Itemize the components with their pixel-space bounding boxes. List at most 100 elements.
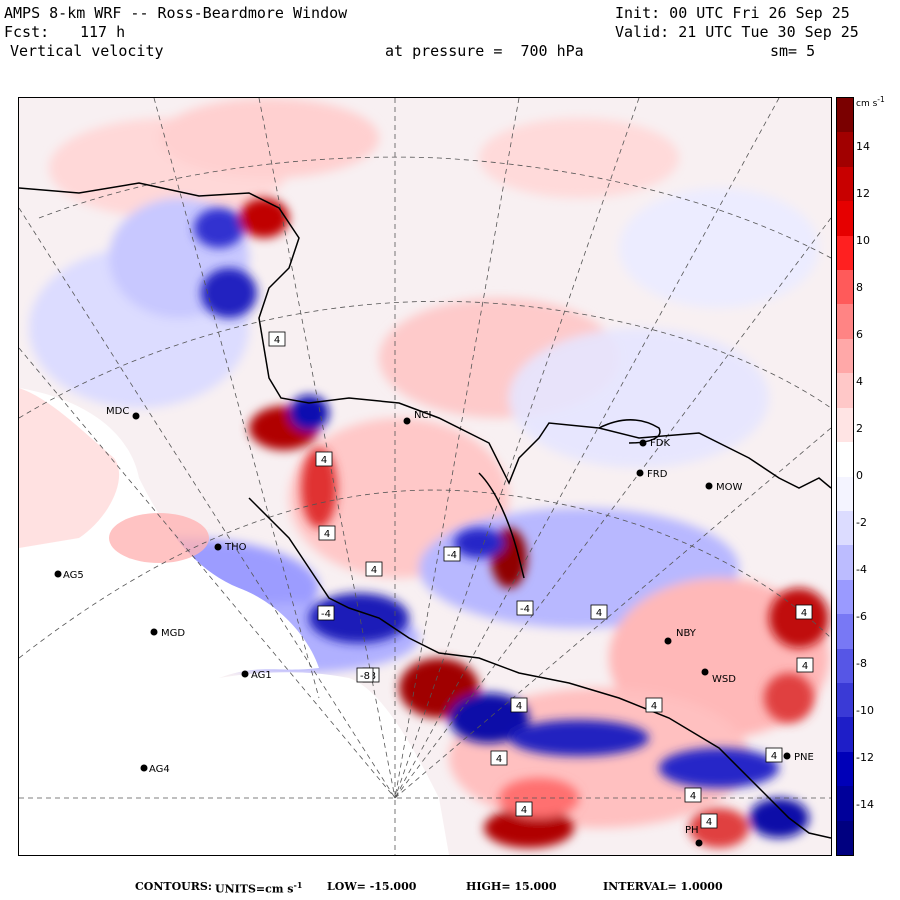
valid-time: Valid: 21 UTC Tue 30 Sep 25 (615, 23, 859, 41)
colorbar-segment (837, 717, 853, 753)
svg-text:4: 4 (771, 751, 777, 762)
field-name: Vertical velocity (10, 42, 164, 60)
contour-label: 4 (795, 604, 813, 620)
svg-text:WSD: WSD (712, 674, 736, 685)
colorbar-tick-label: -6 (856, 610, 867, 623)
svg-text:MOW: MOW (716, 482, 742, 493)
svg-text:MGD: MGD (161, 628, 185, 639)
colorbar-segment (837, 442, 853, 477)
colorbar-tick-label: 8 (856, 281, 863, 294)
station-nby: NBY (664, 628, 697, 645)
svg-text:-4: -4 (520, 604, 530, 615)
station-mdc: MDC (106, 406, 140, 420)
contour-label: 4 (365, 561, 383, 577)
colorbar-tick-label: -8 (856, 657, 867, 670)
svg-text:NBY: NBY (676, 628, 697, 639)
svg-text:4: 4 (802, 661, 808, 672)
colorbar-segment (837, 407, 853, 443)
pressure-level: at pressure = 700 hPa (385, 42, 584, 60)
colorbar-segment (837, 510, 853, 546)
colorbar-segment (837, 235, 853, 271)
contour-label: 4 (684, 787, 702, 803)
contour-label: 4 (490, 750, 508, 766)
contour-label: -4 (516, 600, 534, 616)
contour-label: 4 (645, 697, 663, 713)
colorbar-segment (837, 270, 853, 305)
colorbar (836, 97, 854, 856)
vertical-velocity-map: MDC NCI FDK FRD MOW THO AG5 MGD AG1 AG4 … (18, 97, 832, 856)
station-tho: THO (214, 542, 247, 553)
svg-text:AG1: AG1 (251, 670, 272, 681)
contour-label: 4 (796, 657, 814, 673)
contour-label: 4 (318, 525, 336, 541)
colorbar-segment (837, 579, 853, 615)
svg-text:PH: PH (685, 825, 699, 836)
svg-text:4: 4 (596, 608, 602, 619)
svg-text:4: 4 (521, 805, 527, 816)
svg-text:AG5: AG5 (63, 570, 84, 581)
smoothing-value: sm= 5 (770, 42, 816, 60)
contour-label: 4 (700, 813, 718, 829)
contour-label: 4 (268, 331, 286, 347)
colorbar-segment (837, 304, 853, 340)
svg-text:4: 4 (690, 791, 696, 802)
station-wsd: WSD (701, 668, 736, 685)
svg-text:4: 4 (516, 701, 522, 712)
colorbar-segment (837, 373, 853, 409)
colorbar-segment (837, 786, 853, 822)
colorbar-segment (837, 201, 853, 237)
colorbar-segment (837, 132, 853, 168)
station-ag1: AG1 (241, 670, 272, 681)
station-ag4: AG4 (140, 764, 170, 775)
svg-text:4: 4 (651, 701, 657, 712)
contour-label: 4 (765, 747, 783, 763)
svg-text:4: 4 (706, 817, 712, 828)
colorbar-tick-label: 4 (856, 375, 863, 388)
colorbar-segment (837, 545, 853, 581)
colorbar-segment (837, 338, 853, 374)
contour-label: -4 (443, 546, 461, 562)
colorbar-segment (837, 476, 853, 512)
init-time: Init: 00 UTC Fri 26 Sep 25 (615, 4, 850, 22)
colorbar-segment (837, 751, 853, 787)
station-frd: FRD (636, 469, 668, 480)
forecast-label: Fcst: (4, 23, 50, 41)
station-pne: PNE (783, 752, 814, 763)
high-value: HIGH= 15.000 (466, 880, 557, 893)
contour-label: -8 (356, 667, 374, 683)
contour-label: 4 (590, 604, 608, 620)
station-ph: PH (685, 825, 703, 847)
svg-text:-4: -4 (447, 550, 457, 561)
colorbar-unit: cm s-1 (856, 95, 885, 109)
svg-text:FDK: FDK (650, 438, 670, 449)
colorbar-tick-label: -10 (856, 704, 874, 717)
map-canvas: MDC NCI FDK FRD MOW THO AG5 MGD AG1 AG4 … (19, 98, 831, 855)
colorbar-tick-label: -14 (856, 798, 874, 811)
station-mow: MOW (705, 482, 742, 493)
svg-text:4: 4 (496, 754, 502, 765)
colorbar-segment (837, 614, 853, 650)
svg-text:FRD: FRD (647, 469, 668, 480)
svg-text:PNE: PNE (794, 752, 814, 763)
plot-title: AMPS 8-km WRF -- Ross-Beardmore Window (4, 4, 348, 22)
colorbar-tick-label: 14 (856, 140, 870, 153)
colorbar-segment (837, 648, 853, 684)
svg-text:4: 4 (321, 455, 327, 466)
interval-value: INTERVAL= 1.0000 (603, 880, 723, 893)
station-ag5: AG5 (54, 570, 84, 581)
svg-text:MDC: MDC (106, 406, 129, 417)
plateau-region (19, 672, 449, 855)
colorbar-segment (837, 166, 853, 202)
contour-label: 4 (315, 451, 333, 467)
svg-text:-8: -8 (360, 671, 370, 682)
svg-text:-4: -4 (321, 609, 331, 620)
colorbar-tick-label: 2 (856, 422, 863, 435)
svg-text:4: 4 (324, 529, 330, 540)
station-nci: NCI (403, 410, 431, 425)
stations: MDC NCI FDK FRD MOW THO AG5 MGD AG1 AG4 … (54, 406, 814, 847)
station-mgd: MGD (150, 628, 185, 639)
colorbar-tick-label: -2 (856, 516, 867, 529)
colorbar-segment (837, 98, 853, 133)
contour-label: -4 (317, 605, 335, 621)
